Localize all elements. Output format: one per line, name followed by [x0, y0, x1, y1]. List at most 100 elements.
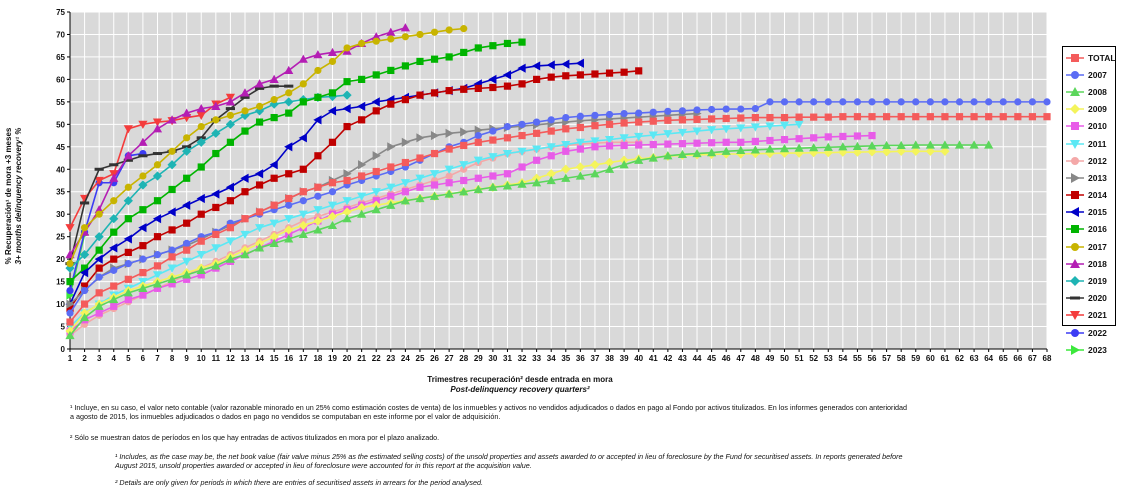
- data-point-2011: [779, 121, 790, 130]
- data-point-2010: [766, 136, 774, 145]
- data-point-2007: [678, 107, 687, 115]
- data-point-2015: [575, 58, 584, 68]
- data-point-2007: [503, 122, 512, 131]
- data-point-2021: [152, 118, 163, 127]
- legend-item-2022: 2022: [1066, 324, 1115, 341]
- data-point-2009: [269, 232, 279, 242]
- data-point-2008: [123, 288, 133, 297]
- x-tick-label: 36: [576, 354, 585, 363]
- data-point-2021: [94, 176, 104, 186]
- data-point-2016: [139, 206, 147, 214]
- data-point-2011: [546, 143, 556, 152]
- data-point-2016: [241, 127, 249, 135]
- x-axis-label: Trimestres recuperación² desde entrada e…: [370, 375, 670, 395]
- data-point-2014: [562, 72, 570, 80]
- data-point-total: [255, 208, 264, 216]
- data-point-2014: [416, 91, 424, 99]
- data-point-2017: [343, 44, 351, 52]
- x-tick-label: 63: [970, 354, 979, 363]
- legend-item-2012: 2012: [1066, 152, 1115, 169]
- data-point-total: [649, 117, 657, 125]
- series-line-2020: [69, 85, 289, 264]
- data-point-2007: [95, 273, 103, 281]
- data-point-2018: [109, 173, 119, 182]
- data-point-2016: [168, 185, 176, 194]
- data-point-2011: [459, 161, 469, 170]
- data-point-2008: [444, 189, 454, 198]
- data-point-2008: [473, 184, 483, 194]
- data-point-2009: [604, 157, 615, 168]
- data-point-2008: [969, 140, 979, 149]
- data-point-2014: [66, 304, 74, 313]
- data-point-2008: [167, 274, 177, 283]
- data-point-2008: [779, 143, 790, 153]
- y-axis-label: % Recuperación¹ de mora +3 meses 3+ mont…: [4, 96, 24, 296]
- data-point-2011: [721, 125, 731, 134]
- data-point-total: [299, 188, 307, 196]
- data-point-2011: [182, 257, 192, 266]
- x-tick-label: 35: [561, 354, 570, 363]
- data-point-2017: [241, 107, 249, 115]
- data-point-2008: [240, 250, 250, 259]
- data-point-2008: [182, 270, 192, 279]
- x-tick-label: 18: [313, 354, 322, 363]
- data-point-2015: [254, 169, 264, 179]
- data-point-total: [110, 282, 118, 290]
- data-point-2019: [342, 90, 352, 100]
- data-point-2011: [284, 215, 294, 224]
- data-point-2007: [999, 98, 1007, 106]
- data-point-2007: [941, 98, 949, 106]
- data-point-total: [197, 237, 205, 245]
- data-point-2011: [648, 131, 658, 140]
- data-point-2018: [284, 65, 294, 75]
- data-point-2011: [517, 147, 527, 156]
- data-point-total: [737, 114, 745, 122]
- data-point-2014: [95, 264, 103, 272]
- data-point-2018: [240, 88, 250, 97]
- data-point-2020: [152, 152, 163, 156]
- series-2016: [66, 38, 526, 286]
- y-tick-label: 20: [56, 255, 65, 264]
- data-point-2008: [823, 142, 833, 151]
- data-point-2007: [926, 98, 934, 106]
- data-point-2017: [124, 183, 132, 191]
- data-point-2009: [298, 220, 308, 231]
- data-point-2017: [299, 80, 307, 88]
- data-point-2019: [167, 160, 177, 170]
- data-point-total: [576, 123, 584, 132]
- data-point-2020: [269, 84, 279, 88]
- y-tick-label: 70: [56, 30, 65, 39]
- data-point-2020: [109, 163, 119, 167]
- x-tick-label: 55: [853, 354, 862, 363]
- data-point-2011: [634, 132, 644, 142]
- y-tick-label: 65: [56, 53, 65, 62]
- data-point-2011: [357, 192, 367, 201]
- data-point-2008: [707, 148, 717, 157]
- x-tick-label: 29: [474, 354, 483, 363]
- data-point-2010: [810, 134, 818, 142]
- data-point-2014: [241, 188, 249, 196]
- data-point-2015: [196, 193, 205, 204]
- data-point-2013: [445, 128, 454, 138]
- x-tick-label: 66: [1013, 354, 1022, 363]
- data-point-2007: [1014, 98, 1022, 106]
- x-tick-label: 3: [97, 354, 102, 363]
- data-point-2018: [371, 32, 381, 41]
- x-tick-label: 68: [1043, 354, 1052, 363]
- data-point-2016: [460, 48, 468, 57]
- data-point-2010: [95, 309, 103, 317]
- legend-label-2008: 2008: [1088, 86, 1107, 97]
- legend-swatch-2018: [1066, 258, 1084, 268]
- data-point-2014: [460, 85, 468, 93]
- data-point-2017: [401, 33, 409, 41]
- data-point-2015: [517, 63, 526, 73]
- data-point-2007: [183, 239, 191, 248]
- legend-marker-2015: [1070, 207, 1079, 218]
- data-point-2019: [94, 232, 104, 242]
- data-point-2018: [138, 137, 148, 146]
- data-point-2014: [270, 174, 278, 182]
- x-tick-label: 9: [184, 354, 189, 363]
- data-point-2007: [635, 109, 643, 117]
- legend-swatch-total: [1066, 53, 1084, 62]
- data-point-2015: [502, 70, 512, 80]
